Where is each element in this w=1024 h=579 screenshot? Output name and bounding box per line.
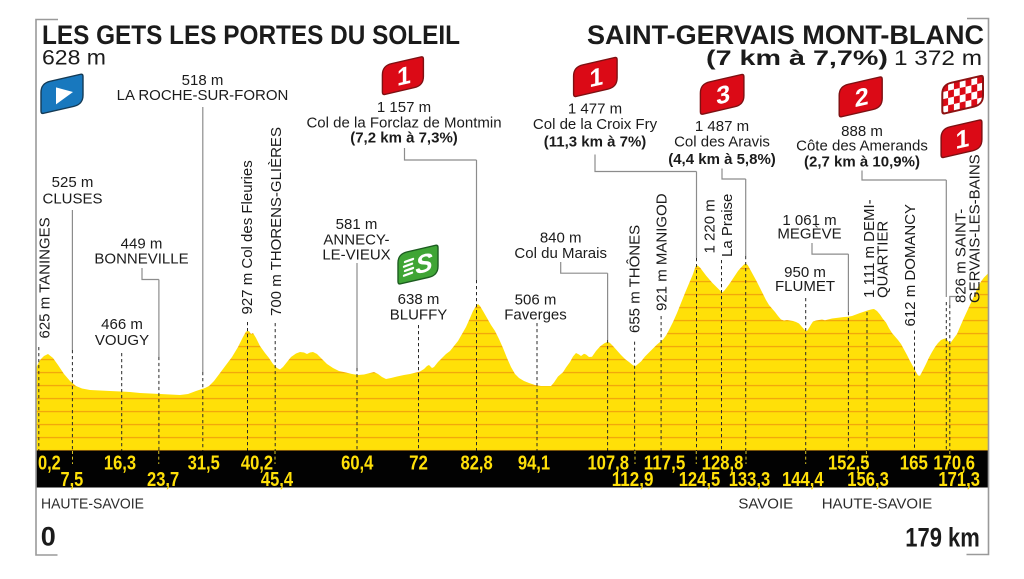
svg-text:625 m TANINGES: 625 m TANINGES — [37, 217, 54, 338]
svg-text:0,2: 0,2 — [38, 453, 61, 475]
svg-text:628 m: 628 m — [42, 46, 106, 69]
svg-text:(7,2 km à 7,3%): (7,2 km à 7,3%) — [350, 130, 458, 147]
svg-text:156,3: 156,3 — [847, 469, 889, 491]
svg-text:179 km: 179 km — [905, 522, 980, 552]
svg-text:23,7: 23,7 — [147, 469, 179, 491]
svg-text:VOUGY: VOUGY — [95, 332, 149, 349]
svg-text:45,4: 45,4 — [261, 469, 294, 491]
svg-text:GERVAIS-LES-BAINS: GERVAIS-LES-BAINS — [966, 154, 983, 303]
svg-text:1: 1 — [956, 124, 970, 155]
svg-text:165: 165 — [900, 453, 928, 475]
svg-text:(7 km à 7,7%): (7 km à 7,7%) — [706, 47, 888, 70]
svg-text:LE-VIEUX: LE-VIEUX — [322, 247, 390, 264]
svg-text:655 m THÔNES: 655 m THÔNES — [626, 225, 643, 333]
svg-text:HAUTE-SAVOIE: HAUTE-SAVOIE — [41, 496, 144, 513]
svg-text:1 477 m: 1 477 m — [568, 101, 622, 118]
svg-text:950 m: 950 m — [784, 264, 826, 281]
svg-text:888 m: 888 m — [841, 123, 883, 140]
svg-text:927 m Col des Fleuries: 927 m Col des Fleuries — [239, 160, 256, 314]
svg-text:171,3: 171,3 — [938, 469, 980, 491]
svg-text:1 372 m: 1 372 m — [894, 47, 982, 70]
svg-text:826 m SAINT-: 826 m SAINT- — [952, 209, 969, 303]
svg-text:2: 2 — [855, 82, 869, 113]
svg-text:525 m: 525 m — [52, 174, 94, 191]
svg-text:3: 3 — [716, 80, 730, 111]
svg-text:Col de la Forclaz de Montmin: Col de la Forclaz de Montmin — [306, 114, 501, 131]
svg-text:Col du Marais: Col du Marais — [514, 245, 607, 262]
svg-text:700 m THORENS-GLIÈRES: 700 m THORENS-GLIÈRES — [268, 127, 285, 316]
svg-text:Faverges: Faverges — [504, 307, 567, 324]
svg-text:SAVOIE: SAVOIE — [738, 496, 793, 513]
svg-text:CLUSES: CLUSES — [42, 191, 102, 208]
svg-text:133,3: 133,3 — [729, 469, 771, 491]
svg-text:518 m: 518 m — [182, 72, 224, 89]
svg-text:506 m: 506 m — [515, 292, 557, 309]
svg-text:Col de la Croix Fry: Col de la Croix Fry — [533, 116, 658, 133]
svg-text:Col des Aravis: Col des Aravis — [674, 133, 770, 150]
svg-text:QUARTIER: QUARTIER — [875, 221, 892, 298]
svg-text:466 m: 466 m — [101, 316, 143, 333]
svg-text:LA ROCHE-SUR-FORON: LA ROCHE-SUR-FORON — [117, 87, 289, 104]
svg-text:60,4: 60,4 — [341, 453, 374, 475]
svg-text:638 m: 638 m — [398, 291, 440, 308]
svg-text:840 m: 840 m — [540, 230, 582, 247]
svg-text:581 m: 581 m — [336, 216, 378, 233]
svg-text:94,1: 94,1 — [518, 453, 550, 475]
svg-text:Côte des Amerands: Côte des Amerands — [796, 138, 928, 155]
svg-text:921 m MANIGOD: 921 m MANIGOD — [654, 193, 671, 311]
svg-text:FLUMET: FLUMET — [775, 278, 835, 295]
svg-text:LES GETS LES PORTES DU SOLEIL: LES GETS LES PORTES DU SOLEIL — [42, 20, 460, 50]
svg-text:SAINT-GERVAIS MONT-BLANC: SAINT-GERVAIS MONT-BLANC — [587, 20, 984, 50]
svg-text:(4,4 km à 5,8%): (4,4 km à 5,8%) — [668, 151, 776, 168]
svg-text:31,5: 31,5 — [188, 453, 220, 475]
svg-text:40,2: 40,2 — [241, 453, 273, 475]
svg-text:170,6: 170,6 — [933, 453, 975, 475]
svg-text:128,8: 128,8 — [702, 453, 744, 475]
svg-text:La Praise: La Praise — [719, 194, 736, 257]
svg-text:(11,3 km à 7%): (11,3 km à 7%) — [544, 134, 647, 151]
svg-text:117,5: 117,5 — [644, 453, 686, 475]
svg-text:1 061 m: 1 061 m — [782, 212, 836, 229]
svg-text:1: 1 — [589, 62, 603, 93]
svg-text:(2,7 km à 10,9%): (2,7 km à 10,9%) — [804, 154, 920, 171]
svg-text:82,8: 82,8 — [461, 453, 493, 475]
svg-text:BLUFFY: BLUFFY — [390, 306, 448, 323]
svg-text:449 m: 449 m — [121, 236, 163, 253]
svg-text:612 m DOMANCY: 612 m DOMANCY — [902, 204, 919, 327]
svg-text:152,5: 152,5 — [828, 453, 870, 475]
svg-text:1 157 m: 1 157 m — [377, 99, 431, 116]
svg-text:7,5: 7,5 — [61, 469, 84, 491]
svg-text:HAUTE-SAVOIE: HAUTE-SAVOIE — [822, 496, 933, 513]
svg-text:124,5: 124,5 — [679, 469, 721, 491]
svg-text:72: 72 — [409, 453, 428, 475]
svg-text:107,8: 107,8 — [587, 453, 629, 475]
svg-text:MEGÈVE: MEGÈVE — [777, 226, 841, 243]
svg-text:0: 0 — [41, 522, 56, 552]
svg-text:ANNECY-: ANNECY- — [323, 231, 389, 248]
svg-text:S: S — [415, 246, 433, 280]
svg-text:1: 1 — [397, 61, 411, 92]
svg-text:BONNEVILLE: BONNEVILLE — [94, 251, 188, 268]
svg-text:144,4: 144,4 — [782, 469, 824, 491]
svg-text:112,9: 112,9 — [612, 469, 654, 491]
svg-text:1 111 m DEMI-: 1 111 m DEMI- — [861, 199, 878, 298]
svg-text:1 220 m: 1 220 m — [701, 199, 718, 253]
svg-text:1 487 m: 1 487 m — [695, 118, 749, 135]
svg-text:16,3: 16,3 — [104, 453, 136, 475]
